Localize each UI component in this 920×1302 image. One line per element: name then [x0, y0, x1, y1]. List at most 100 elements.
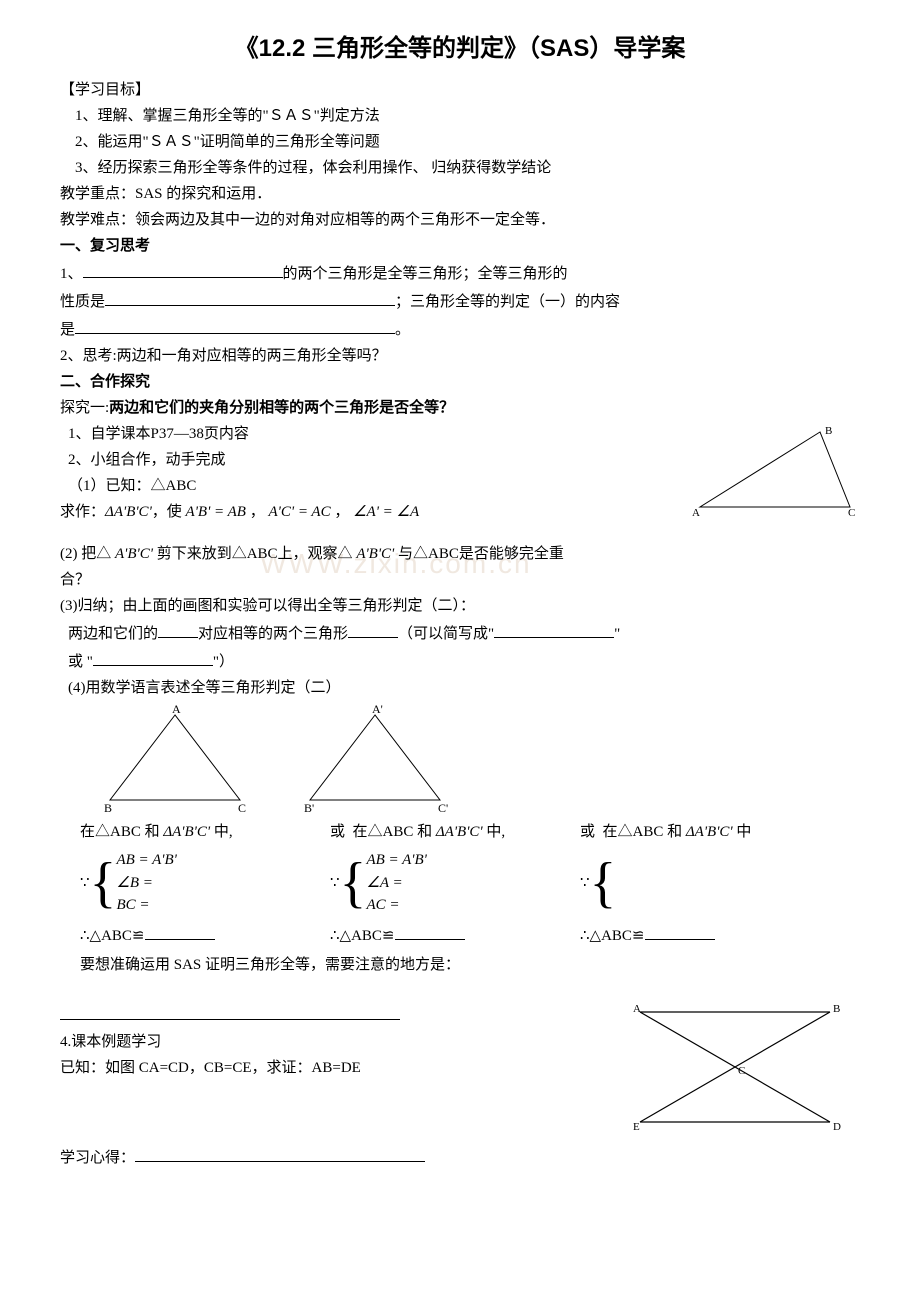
- exp1-step-2-2-cont: 合？: [60, 568, 860, 592]
- math-eq-2: A'C' = AC: [268, 504, 330, 520]
- q1-text-b: 的两个三角形是全等三角形；全等三角形的: [283, 266, 568, 282]
- objective-2: 2、能运用"ＳＡＳ"证明简单的三角形全等问题: [60, 130, 860, 154]
- triangle-pair-figure: A B C A' B' C': [90, 705, 860, 815]
- c2-l3: AC =: [366, 894, 426, 917]
- study-notes: 学习心得：: [60, 1144, 860, 1170]
- math-eq-1: A'B' = AB: [186, 504, 246, 520]
- label-a: A: [633, 1003, 641, 1015]
- s3-c: （可以简写成": [398, 626, 494, 642]
- vertex-a-label: A: [692, 507, 700, 519]
- exp1-prefix: 探究一:: [60, 400, 109, 416]
- conc: ∴△ABC≌: [80, 928, 145, 944]
- label-b-prime: B': [304, 801, 314, 815]
- blank-fill[interactable]: [60, 1002, 400, 1020]
- blank-fill[interactable]: [83, 260, 283, 278]
- c1-l3: BC =: [116, 894, 176, 917]
- c3-l1: [616, 849, 620, 872]
- exp1-step-3: (3)归纳；由上面的画图和实验可以得出全等三角形判定（二）：: [60, 594, 860, 618]
- c2-l1: AB = A'B': [366, 849, 426, 872]
- case-2-brace: ∵ { AB = A'B' ∠A = AC =: [330, 849, 560, 917]
- review-q1-line3: 是。: [60, 316, 860, 342]
- exp1-step-3-fill-cont: 或 " "）: [60, 648, 860, 674]
- c1-conclusion: ∴△ABC≌: [80, 922, 310, 948]
- math-eq-3: ∠A' = ∠A: [353, 504, 419, 520]
- objective-3: 3、经历探索三角形全等条件的过程，体会利用操作、 归纳获得数学结论: [60, 156, 860, 180]
- cp: 在△ABC 和: [353, 824, 433, 840]
- case-2: 或 在△ABC 和 ΔA'B'C' 中, ∵ { AB = A'B' ∠A = …: [330, 820, 560, 948]
- objectives-heading: 【学习目标】: [60, 78, 860, 102]
- review-q1-line2: 性质是；三角形全等的判定（一）的内容: [60, 288, 860, 314]
- mt: ΔA'B'C': [686, 824, 733, 840]
- blank-fill[interactable]: [75, 316, 395, 334]
- construct-sep1: ，使: [152, 504, 186, 520]
- case-3-brace: ∵ {: [580, 849, 810, 917]
- math-tri-2: A'B'C': [356, 546, 394, 562]
- q1-text-c: 性质是: [60, 294, 105, 310]
- cs: 中,: [486, 824, 505, 840]
- blank-fill[interactable]: [645, 922, 715, 940]
- construct-prefix: 求作：: [60, 504, 105, 520]
- blank-fill[interactable]: [158, 620, 198, 638]
- case-3: 或 在△ABC 和 ΔA'B'C' 中 ∵ { ∴△ABC≌: [580, 820, 810, 948]
- blank-fill[interactable]: [105, 288, 395, 306]
- attention-prompt: 要想准确运用 SAS 证明三角形全等，需要注意的地方是：: [60, 953, 860, 977]
- c3-conclusion: ∴△ABC≌: [580, 922, 810, 948]
- exp1-step-3-fill: 两边和它们的对应相等的两个三角形（可以简写成"": [60, 620, 860, 646]
- triangle-abc-prime-small: A' B' C': [290, 705, 460, 815]
- bowtie-figure: A B C E D: [630, 1002, 840, 1140]
- mt: ΔA'B'C': [436, 824, 483, 840]
- cp: 在△ABC 和: [80, 824, 160, 840]
- c1-l2: ∠B =: [116, 872, 176, 895]
- left-brace-icon: {: [590, 855, 617, 911]
- blank-fill[interactable]: [93, 648, 213, 666]
- label-c: C: [238, 801, 246, 815]
- case-1: 在△ABC 和 ΔA'B'C' 中, ∵ { AB = A'B' ∠B = BC…: [80, 820, 310, 948]
- left-brace-icon: {: [340, 855, 367, 911]
- blank-fill[interactable]: [145, 922, 215, 940]
- label-b: B: [104, 801, 112, 815]
- step2-b: 剪下来放到△ABC上，观察△: [153, 546, 356, 562]
- blank-fill[interactable]: [494, 620, 614, 638]
- objective-1: 1、理解、掌握三角形全等的"ＳＡＳ"判定方法: [60, 104, 860, 128]
- step2-c: 与△ABC是否能够完全重: [394, 546, 564, 562]
- vertex-b-label: B: [825, 425, 832, 437]
- case-1-brace: ∵ { AB = A'B' ∠B = BC =: [80, 849, 310, 917]
- triangle-abc-figure: B A C: [690, 422, 860, 530]
- because-symbol: ∵: [580, 871, 590, 895]
- s3-d: ": [614, 626, 620, 642]
- q1-prefix: 1、: [60, 266, 83, 282]
- section-2-heading: 二、合作探究: [60, 370, 860, 394]
- exploration-1-heading: 探究一:两边和它们的夹角分别相等的两个三角形是否全等？: [60, 396, 860, 420]
- label-e: E: [633, 1121, 640, 1133]
- because-symbol: ∵: [80, 871, 90, 895]
- conc: ∴△ABC≌: [580, 928, 645, 944]
- teaching-difficulty: 教学难点：领会两边及其中一边的对角对应相等的两个三角形不一定全等．: [60, 208, 860, 232]
- blank-fill[interactable]: [135, 1144, 425, 1162]
- three-cases-row: 在△ABC 和 ΔA'B'C' 中, ∵ { AB = A'B' ∠B = BC…: [80, 820, 860, 948]
- triangle-abc-small: A B C: [90, 705, 260, 815]
- label-c-prime: C': [438, 801, 448, 815]
- left-brace-icon: {: [90, 855, 117, 911]
- s3c-b: "）: [213, 654, 234, 670]
- exp1-step-2-2: WWW.zixin.com.cn (2) 把△ A'B'C' 剪下来放到△ABC…: [60, 542, 860, 566]
- c2-l2: ∠A =: [366, 872, 426, 895]
- review-q2: 2、思考:两边和一角对应相等的两三角形全等吗？: [60, 344, 860, 368]
- conc: ∴△ABC≌: [330, 928, 395, 944]
- mt: ΔA'B'C': [163, 824, 210, 840]
- review-q1-line1: 1、 的两个三角形是全等三角形；全等三角形的: [60, 260, 860, 286]
- q1-text-f: 。: [395, 322, 410, 338]
- blank-fill[interactable]: [348, 620, 398, 638]
- s3-a: 两边和它们的: [68, 626, 158, 642]
- q1-text-e: 是: [60, 322, 75, 338]
- comma: ，: [246, 504, 269, 520]
- page-title: 《12.2 三角形全等的判定》（SAS）导学案: [60, 30, 860, 68]
- comma: ，: [331, 504, 354, 520]
- case-2-head: 或 在△ABC 和 ΔA'B'C' 中,: [330, 820, 560, 844]
- s3c-a: 或 ": [68, 654, 93, 670]
- c3-l3: [616, 894, 620, 917]
- math-triangle-prime: ΔA'B'C': [105, 504, 152, 520]
- blank-fill[interactable]: [395, 922, 465, 940]
- or: 或: [330, 824, 345, 840]
- case-1-head: 在△ABC 和 ΔA'B'C' 中,: [80, 820, 310, 844]
- vertex-c-label: C: [848, 507, 855, 519]
